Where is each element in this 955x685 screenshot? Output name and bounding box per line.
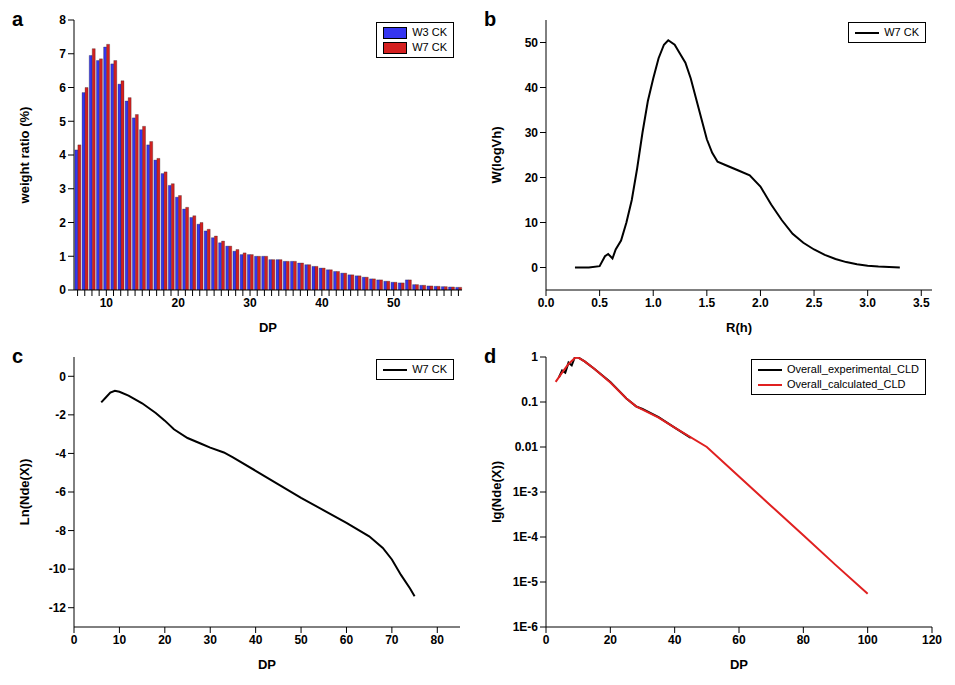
svg-text:1.0: 1.0 (645, 296, 662, 310)
svg-text:0.0: 0.0 (538, 296, 555, 310)
svg-text:1: 1 (59, 250, 66, 264)
html-text:Overall_experimental_CLD: Overall_experimental_CLD (786, 363, 919, 375)
svg-text:lg(Nde(X)): lg(Nde(X)) (489, 461, 504, 523)
svg-text:W(logVh): W(logVh) (489, 126, 504, 183)
svg-text:3.0: 3.0 (859, 296, 876, 310)
html-text:b: b (484, 8, 497, 30)
svg-text:10: 10 (525, 216, 539, 230)
svg-text:-2: -2 (55, 408, 66, 422)
svg-text:3: 3 (59, 182, 66, 196)
svg-text:20: 20 (172, 296, 186, 310)
svg-text:DP: DP (259, 320, 277, 335)
html-text:W7 CK: W7 CK (412, 363, 447, 375)
svg-text:60: 60 (732, 633, 746, 647)
svg-text:20: 20 (525, 171, 539, 185)
svg-text:DP: DP (730, 657, 748, 672)
svg-text:50: 50 (387, 296, 401, 310)
html-text:W7 CK: W7 CK (884, 26, 919, 38)
svg-text:1E-3: 1E-3 (513, 485, 539, 499)
svg-text:0: 0 (531, 261, 538, 275)
svg-text:0: 0 (71, 633, 78, 647)
svg-text:0: 0 (59, 370, 66, 384)
svg-text:7: 7 (59, 47, 66, 61)
svg-text:10: 10 (100, 296, 114, 310)
html-text:c: c (12, 345, 24, 367)
svg-text:weight ratio (%): weight ratio (%) (17, 107, 32, 205)
svg-text:0.5: 0.5 (591, 296, 608, 310)
svg-text:120: 120 (922, 633, 942, 647)
svg-text:30: 30 (243, 296, 257, 310)
svg-text:10: 10 (113, 633, 127, 647)
svg-text:30: 30 (204, 633, 218, 647)
svg-text:20: 20 (158, 633, 172, 647)
svg-text:0: 0 (59, 283, 66, 297)
svg-text:1E-4: 1E-4 (513, 530, 539, 544)
svg-text:1E-5: 1E-5 (513, 575, 539, 589)
svg-text:80: 80 (431, 633, 445, 647)
svg-text:80: 80 (797, 633, 811, 647)
html-text:W7 CK: W7 CK (412, 41, 447, 53)
svg-text:100: 100 (858, 633, 878, 647)
svg-text:40: 40 (668, 633, 682, 647)
svg-text:1.5: 1.5 (698, 296, 715, 310)
svg-text:40: 40 (315, 296, 329, 310)
svg-text:1E-6: 1E-6 (513, 620, 539, 634)
svg-text:40: 40 (249, 633, 263, 647)
svg-text:40: 40 (525, 81, 539, 95)
html-text:Overall_calculated_CLD: Overall_calculated_CLD (786, 378, 906, 390)
svg-text:6: 6 (59, 81, 66, 95)
svg-text:Ln(Nde(X)): Ln(Nde(X)) (17, 459, 32, 525)
svg-text:DP: DP (258, 657, 276, 672)
svg-text:8: 8 (59, 13, 66, 27)
html-text:a: a (12, 8, 24, 30)
svg-text:2: 2 (59, 216, 66, 230)
svg-text:0.01: 0.01 (515, 440, 539, 454)
svg-text:50: 50 (294, 633, 308, 647)
svg-text:3.5: 3.5 (913, 296, 930, 310)
html-text:W3 CK: W3 CK (412, 26, 447, 38)
svg-text:-6: -6 (55, 485, 66, 499)
svg-text:5: 5 (59, 115, 66, 129)
svg-text:4: 4 (59, 148, 66, 162)
svg-text:0.1: 0.1 (521, 395, 538, 409)
svg-text:2.0: 2.0 (752, 296, 769, 310)
svg-text:0: 0 (543, 633, 550, 647)
svg-text:1: 1 (531, 350, 538, 364)
svg-text:-10: -10 (49, 562, 67, 576)
svg-text:60: 60 (340, 633, 354, 647)
svg-text:2.5: 2.5 (806, 296, 823, 310)
svg-text:30: 30 (525, 126, 539, 140)
svg-text:-8: -8 (55, 524, 66, 538)
svg-text:20: 20 (604, 633, 618, 647)
svg-text:-4: -4 (55, 447, 66, 461)
svg-text:70: 70 (385, 633, 399, 647)
svg-text:R(h): R(h) (726, 320, 752, 335)
html-text:d: d (484, 345, 497, 367)
svg-text:-12: -12 (49, 601, 67, 615)
svg-text:50: 50 (525, 36, 539, 50)
